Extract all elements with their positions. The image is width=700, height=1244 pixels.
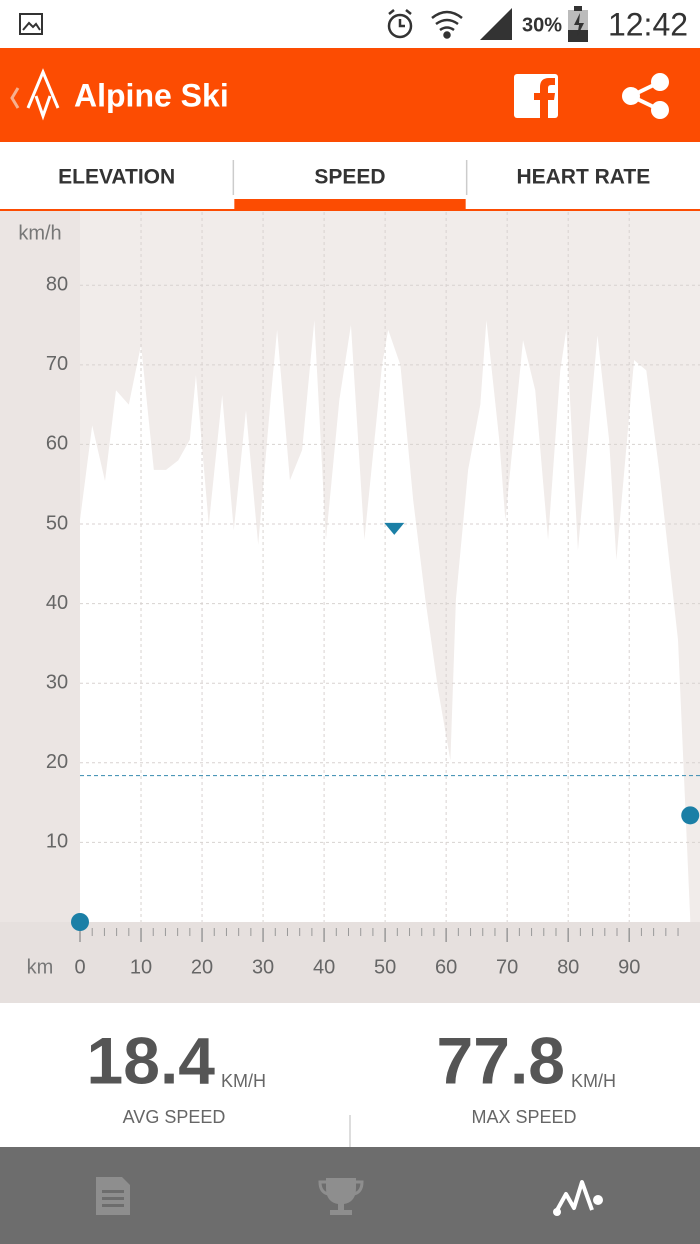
- y-tick-label: 70: [46, 353, 68, 375]
- stat-unit: KM/H: [571, 1071, 616, 1091]
- stat-value: 18.4: [87, 1023, 216, 1097]
- app-bar: [0, 48, 700, 142]
- tab-bar-border: [0, 209, 700, 211]
- y-axis-label: km/h: [18, 222, 61, 244]
- tab[interactable]: [0, 142, 234, 209]
- y-tick-label: 80: [46, 274, 68, 296]
- stat-label: AVG SPEED: [123, 1107, 226, 1127]
- analysis-tab[interactable]: [553, 1180, 603, 1216]
- stat-label: MAX SPEED: [471, 1107, 576, 1127]
- tab-indicator: [234, 199, 466, 210]
- tab-label: HEART RATE: [516, 166, 650, 189]
- endpoint-marker: [681, 806, 700, 825]
- x-tick-label: 50: [374, 956, 396, 978]
- x-tick-label: 20: [191, 956, 213, 978]
- stat-value: 77.8: [437, 1023, 565, 1097]
- y-axis-panel: [0, 211, 80, 922]
- y-tick-label: 20: [46, 751, 68, 773]
- battery-icon: [568, 6, 588, 42]
- share-button[interactable]: [622, 73, 669, 119]
- app-title: Alpine Ski: [74, 77, 229, 113]
- tab[interactable]: [233, 142, 467, 209]
- y-tick-label: 40: [46, 592, 68, 614]
- signal-icon: [480, 8, 512, 40]
- endpoint-marker: [71, 913, 89, 931]
- clock: 12:42: [608, 6, 688, 42]
- gallery-icon: [19, 13, 43, 35]
- y-tick-label: 60: [46, 433, 68, 455]
- tab[interactable]: [466, 142, 700, 209]
- x-tick-label: 90: [618, 956, 640, 978]
- x-axis-panel: [0, 922, 700, 1003]
- x-tick-label: 40: [313, 956, 335, 978]
- x-tick-label: 30: [252, 956, 274, 978]
- y-tick-label: 10: [46, 831, 68, 853]
- x-tick-label: 10: [130, 956, 152, 978]
- tab-label: SPEED: [314, 166, 385, 189]
- x-axis-label: km: [27, 956, 54, 978]
- y-tick-label: 50: [46, 512, 68, 534]
- x-tick-label: 70: [496, 956, 518, 978]
- stat-unit: KM/H: [221, 1071, 266, 1091]
- x-tick-label: 80: [557, 956, 579, 978]
- achievements-tab[interactable]: [318, 1178, 364, 1215]
- x-tick-label: 60: [435, 956, 457, 978]
- status-bar: [0, 0, 700, 48]
- wifi-icon: [431, 10, 463, 39]
- y-tick-label: 30: [46, 671, 68, 693]
- alarm-icon: [387, 9, 413, 39]
- facebook-button[interactable]: [514, 74, 558, 118]
- summary-tab[interactable]: [96, 1177, 130, 1215]
- battery-text: 30%: [522, 14, 562, 36]
- x-tick-label: 0: [74, 956, 85, 978]
- max-marker: [384, 522, 405, 535]
- back-button[interactable]: [10, 68, 60, 121]
- tab-label: ELEVATION: [58, 166, 175, 189]
